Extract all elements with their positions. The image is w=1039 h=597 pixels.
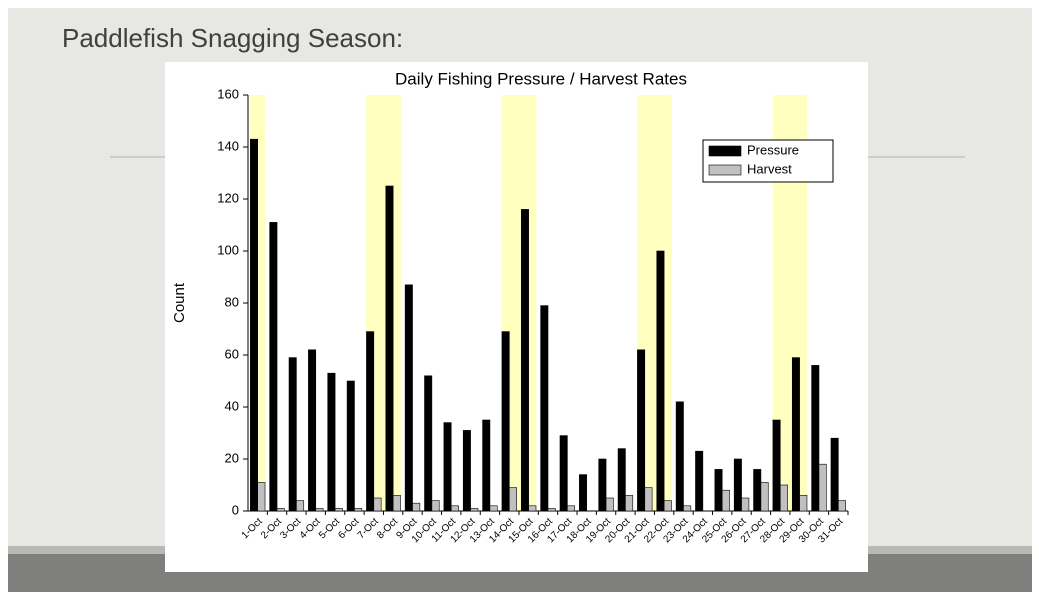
bar	[830, 437, 839, 512]
bar	[385, 185, 394, 512]
bar	[288, 357, 297, 512]
bar	[598, 458, 607, 512]
bar	[772, 419, 781, 512]
bar	[354, 508, 363, 512]
bar	[501, 331, 510, 512]
bar	[779, 484, 788, 512]
y-tick-label: 80	[225, 294, 239, 309]
bar	[760, 482, 769, 512]
bar	[721, 489, 730, 512]
bar	[605, 497, 614, 512]
bar	[424, 375, 433, 512]
bar	[489, 505, 498, 512]
bar	[315, 508, 324, 512]
bar	[528, 505, 537, 512]
bar	[450, 505, 459, 512]
bar	[741, 497, 750, 512]
bar	[269, 222, 278, 512]
bar	[404, 284, 413, 512]
bar	[540, 305, 549, 512]
slide-title: Paddlefish Snagging Season:	[62, 23, 403, 53]
legend-label: Pressure	[747, 142, 799, 157]
bar	[625, 495, 634, 512]
bar	[818, 463, 827, 512]
bar	[714, 469, 723, 512]
bar	[296, 500, 305, 512]
chart-title: Daily Fishing Pressure / Harvest Rates	[395, 69, 687, 88]
y-axis-label: Count	[171, 282, 188, 323]
y-tick-label: 0	[232, 502, 239, 517]
bar	[663, 500, 672, 512]
y-tick-label: 40	[225, 398, 239, 413]
bar	[462, 430, 471, 512]
bar	[257, 482, 266, 512]
y-tick-label: 140	[217, 138, 239, 153]
bar	[791, 357, 800, 512]
legend-swatch	[708, 164, 742, 176]
bar	[276, 508, 285, 512]
bar	[373, 497, 382, 512]
y-tick-label: 60	[225, 346, 239, 361]
bar	[431, 500, 440, 512]
bar	[327, 372, 336, 512]
bar	[644, 487, 653, 512]
bar	[443, 422, 452, 512]
bar	[520, 209, 529, 512]
bar	[656, 250, 665, 512]
bar	[733, 458, 742, 512]
bar	[250, 138, 258, 512]
bar	[695, 450, 704, 512]
bar	[392, 495, 401, 512]
bar	[308, 349, 317, 512]
bar	[547, 508, 556, 512]
bar	[346, 380, 355, 512]
bar	[579, 474, 588, 512]
bar	[753, 469, 762, 512]
bar	[683, 505, 692, 512]
legend-label: Harvest	[747, 161, 792, 176]
y-tick-label: 20	[225, 450, 239, 465]
bar	[617, 448, 626, 512]
bar	[508, 487, 517, 512]
bar	[412, 502, 421, 512]
bar	[366, 331, 375, 512]
bar	[637, 349, 646, 512]
bar	[799, 495, 808, 512]
bar	[838, 500, 846, 512]
bar	[567, 505, 576, 512]
bar	[675, 401, 684, 512]
bar	[559, 435, 568, 512]
bar	[470, 508, 479, 512]
bar	[482, 419, 491, 512]
bar	[811, 365, 820, 512]
legend-swatch	[708, 145, 742, 157]
y-tick-label: 120	[217, 190, 239, 205]
y-tick-label: 100	[217, 242, 239, 257]
y-tick-label: 160	[217, 86, 239, 101]
bar	[334, 508, 343, 512]
